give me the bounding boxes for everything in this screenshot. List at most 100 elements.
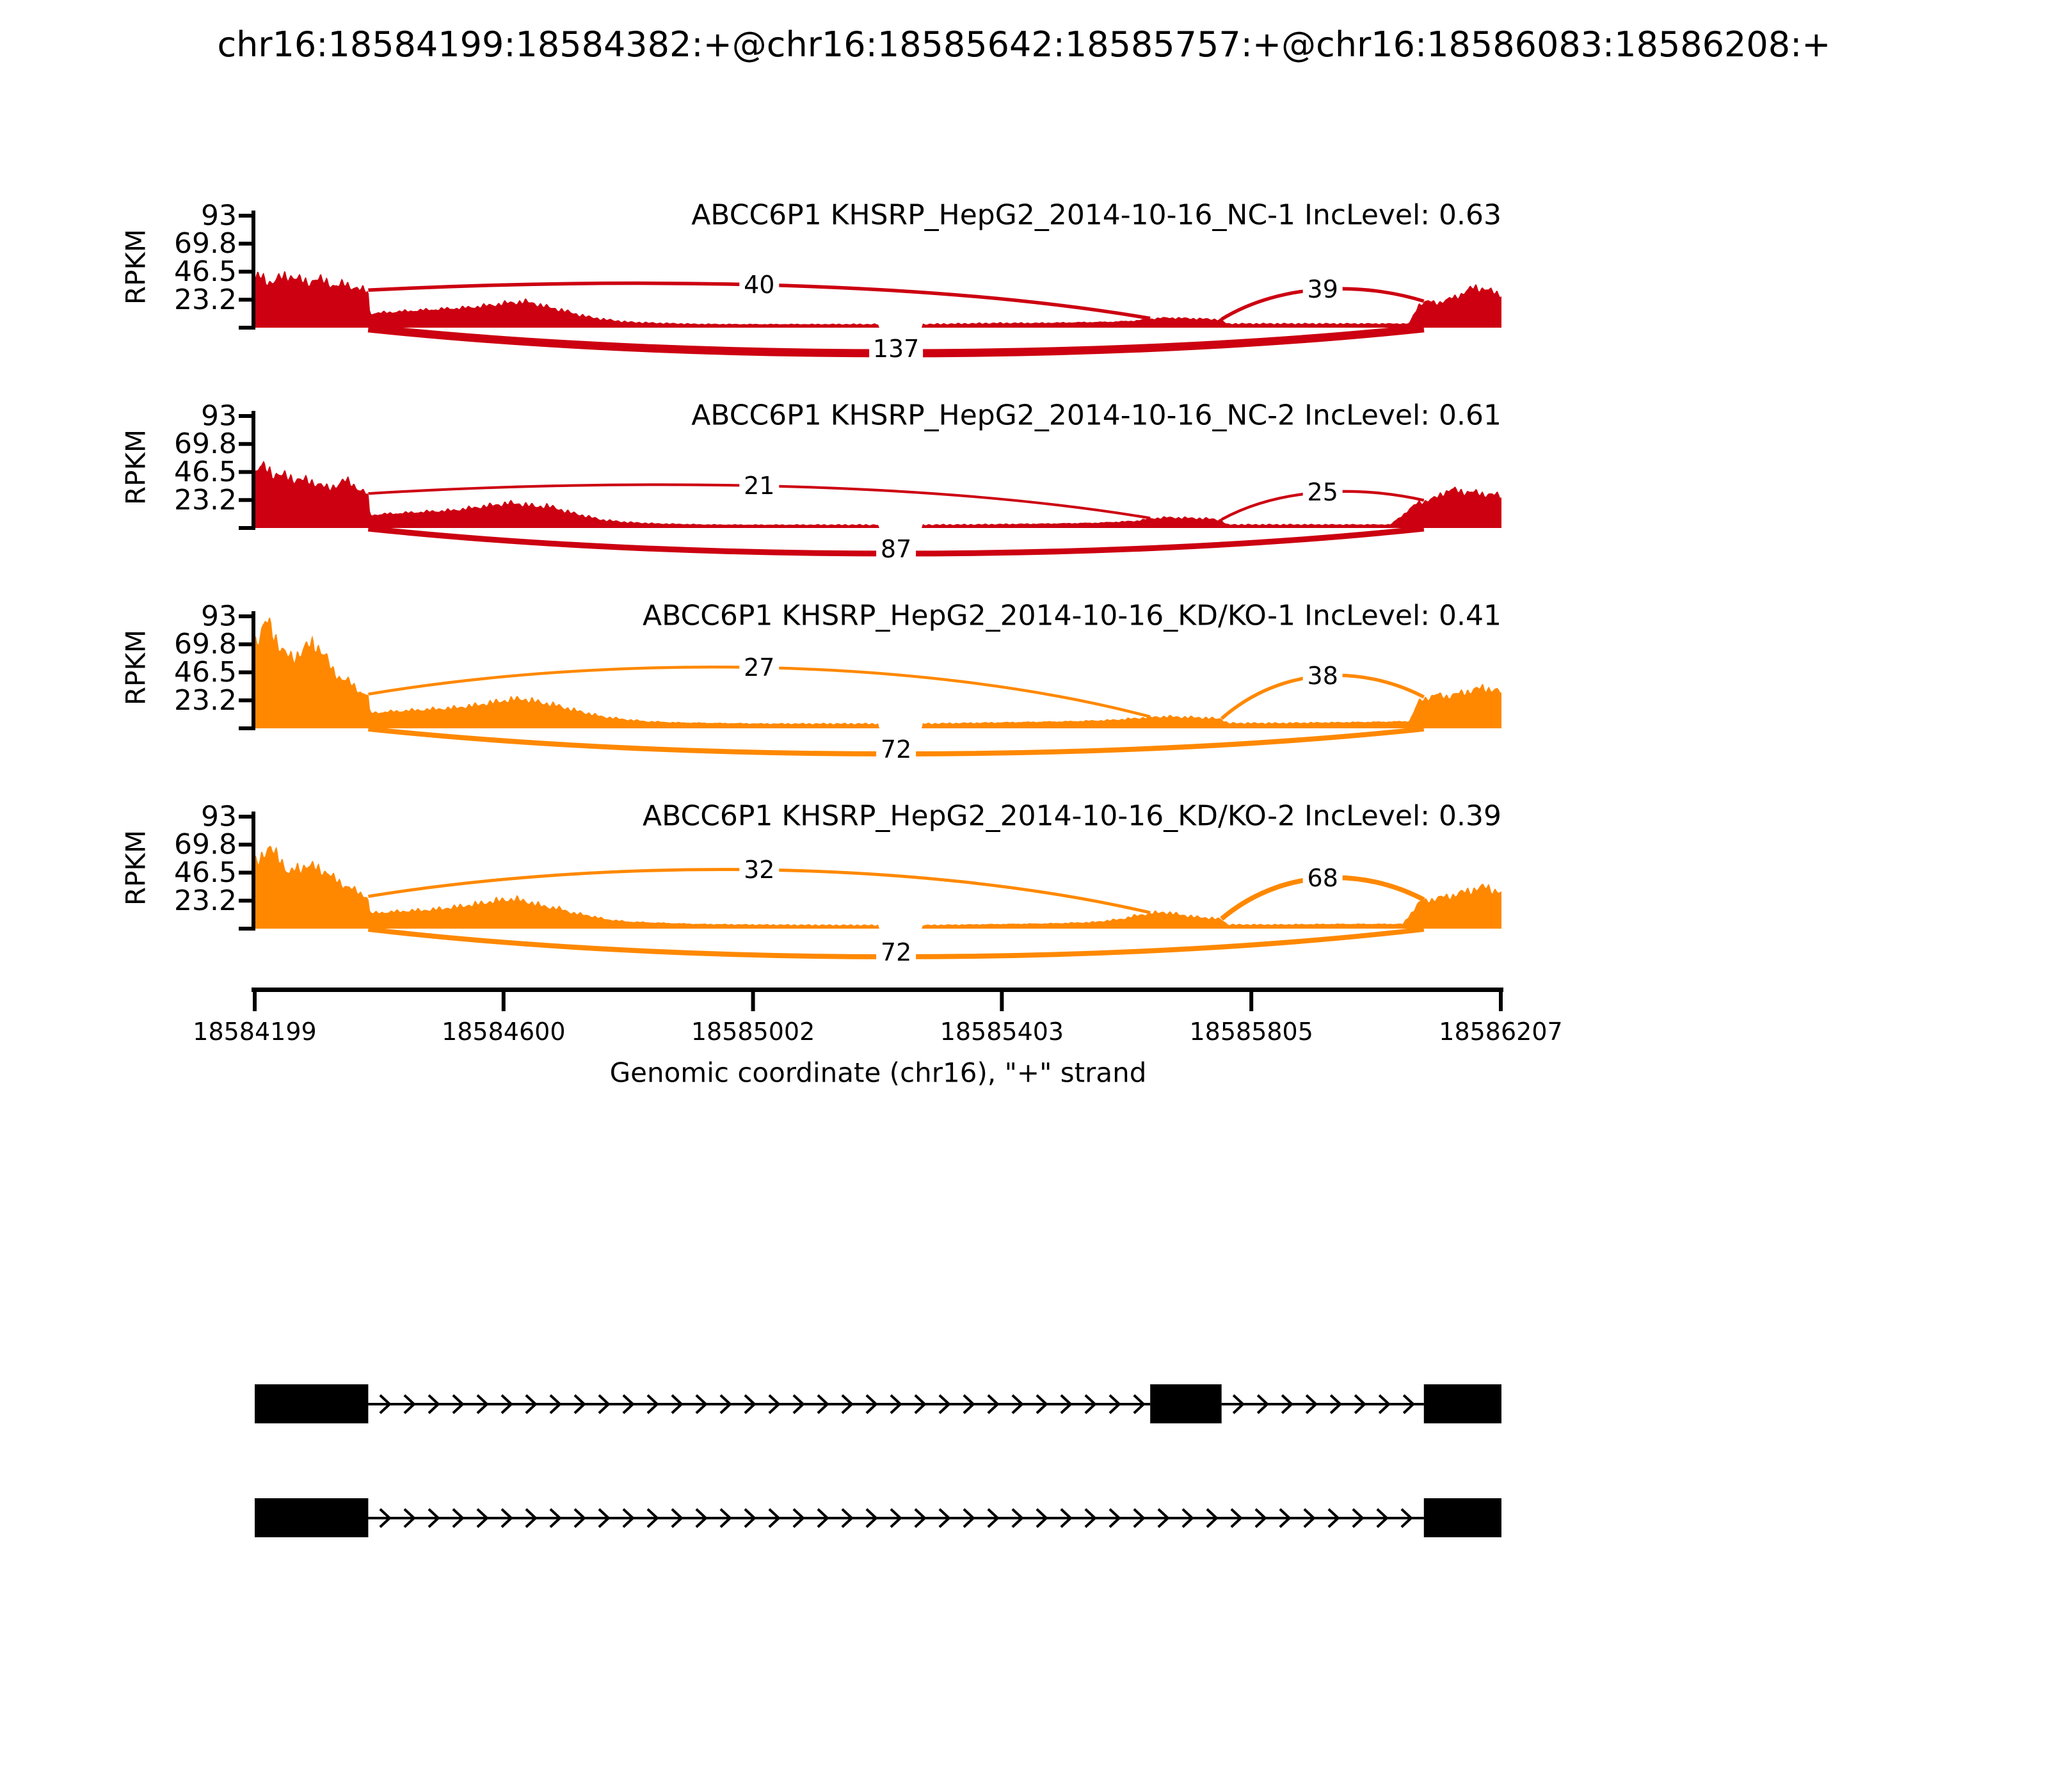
y-axis-tick	[239, 726, 252, 730]
y-axis-tick	[239, 870, 252, 875]
intron-direction-chevron	[476, 1394, 489, 1414]
intron-direction-chevron	[1206, 1508, 1219, 1528]
intron-direction-chevron	[1281, 1394, 1294, 1414]
intron-direction-chevron	[1327, 1508, 1340, 1528]
y-axis-tick-label: 23.2	[174, 684, 237, 717]
transcript-2	[255, 1498, 1501, 1537]
rpkm-axis-label: RPKM	[120, 429, 152, 505]
intron-direction-chevron	[914, 1508, 927, 1528]
y-axis-tick	[239, 214, 252, 218]
y-axis-tick	[239, 927, 252, 931]
intron-direction-chevron	[865, 1508, 878, 1528]
intron-direction-chevron	[671, 1508, 684, 1528]
y-axis-tick-label: 23.2	[174, 284, 237, 316]
intron-direction-chevron	[695, 1508, 708, 1528]
y-axis-spine	[252, 812, 255, 931]
intron-direction-chevron	[452, 1394, 465, 1414]
x-axis-tick-label: 18585403	[940, 1018, 1064, 1046]
intron-direction-chevron	[768, 1508, 781, 1528]
y-axis-tick	[239, 899, 252, 903]
intron-direction-chevron	[1084, 1508, 1097, 1528]
x-axis: 18584199 18584600 18585002 18585403 18585805…	[193, 988, 1563, 1089]
junction-count-label: 68	[1308, 864, 1338, 892]
intron-direction-chevron	[1232, 1394, 1245, 1414]
intron-direction-chevron	[1378, 1394, 1391, 1414]
intron-direction-chevron	[646, 1394, 659, 1414]
intron-direction-chevron	[379, 1394, 392, 1414]
coverage-area	[255, 271, 1501, 328]
intron-direction-chevron	[452, 1508, 465, 1528]
x-axis-line	[252, 988, 1503, 992]
intron-line	[368, 1403, 1151, 1405]
track-title: ABCC6P1 KHSRP_HepG2_2014-10-16_KD/KO-1 I…	[643, 600, 1501, 632]
y-axis-tick	[239, 670, 252, 675]
intron-direction-chevron	[841, 1508, 854, 1528]
y-axis-spine	[252, 611, 255, 730]
intron-direction-chevron	[379, 1508, 392, 1528]
intron-direction-chevron	[1108, 1394, 1121, 1414]
y-axis-tick-label: 69.8	[174, 428, 237, 460]
intron-direction-chevron	[476, 1508, 489, 1528]
intron-direction-chevron	[792, 1394, 805, 1414]
intron-direction-chevron	[500, 1394, 513, 1414]
y-axis-tick-label: 69.8	[174, 628, 237, 660]
y-axis-tick-label: 93	[201, 801, 237, 833]
intron-direction-chevron	[987, 1394, 1000, 1414]
track-title: ABCC6P1 KHSRP_HepG2_2014-10-16_NC-1 IncL…	[691, 199, 1501, 232]
intron-direction-chevron	[1036, 1508, 1048, 1528]
intron-direction-chevron	[1181, 1508, 1194, 1528]
junction-count-box	[876, 938, 916, 967]
intron-direction-chevron	[987, 1508, 1000, 1528]
intron-direction-chevron	[598, 1508, 611, 1528]
x-axis-tick	[751, 992, 755, 1011]
junction-count-label: 40	[744, 271, 774, 299]
intron-direction-chevron	[768, 1394, 781, 1414]
intron-direction-chevron	[1011, 1394, 1024, 1414]
y-axis-tick-label: 69.8	[174, 828, 237, 861]
intron-direction-chevron	[598, 1394, 611, 1414]
junction-count-label: 72	[881, 938, 911, 966]
coverage-area	[255, 845, 1501, 929]
y-axis-tick	[239, 269, 252, 274]
intron-direction-chevron	[1060, 1508, 1073, 1528]
junction-count-box	[876, 735, 916, 764]
intron-direction-chevron	[890, 1394, 902, 1414]
junction-count-label: 137	[873, 335, 920, 363]
x-axis-tick-label: 18586207	[1439, 1018, 1562, 1046]
junction-count-box	[1302, 477, 1343, 507]
y-axis-tick	[239, 442, 252, 446]
intron-direction-chevron	[1108, 1508, 1121, 1528]
junction-count-box	[1302, 661, 1343, 691]
intron-direction-chevron	[549, 1508, 562, 1528]
exon-block	[1150, 1384, 1222, 1423]
x-axis-tick-label: 18584600	[442, 1018, 565, 1046]
intron-direction-chevron	[1402, 1394, 1416, 1414]
intron-direction-chevron	[719, 1394, 732, 1414]
intron-direction-chevron	[914, 1394, 927, 1414]
y-axis-tick-label: 69.8	[174, 227, 237, 260]
intron-direction-chevron	[1084, 1394, 1097, 1414]
intron-direction-chevron	[695, 1394, 708, 1414]
y-axis-tick	[239, 498, 252, 502]
exon-block	[255, 1498, 369, 1537]
intron-direction-chevron	[573, 1508, 586, 1528]
y-axis-tick	[239, 414, 252, 418]
intron-direction-chevron	[622, 1394, 635, 1414]
exon-block	[1423, 1384, 1501, 1423]
y-axis-tick-label: 23.2	[174, 484, 237, 516]
intron-direction-chevron	[1254, 1508, 1267, 1528]
intron-direction-chevron	[963, 1508, 975, 1528]
exon-block	[255, 1384, 369, 1423]
junction-count-box	[876, 534, 916, 564]
intron-direction-chevron	[573, 1394, 586, 1414]
y-axis-tick-label: 93	[201, 400, 237, 433]
y-axis-tick	[239, 298, 252, 302]
intron-direction-chevron	[1133, 1394, 1146, 1414]
x-axis-tick	[1499, 992, 1503, 1011]
junction-count-box	[739, 471, 780, 500]
intron-direction-chevron	[428, 1508, 440, 1528]
